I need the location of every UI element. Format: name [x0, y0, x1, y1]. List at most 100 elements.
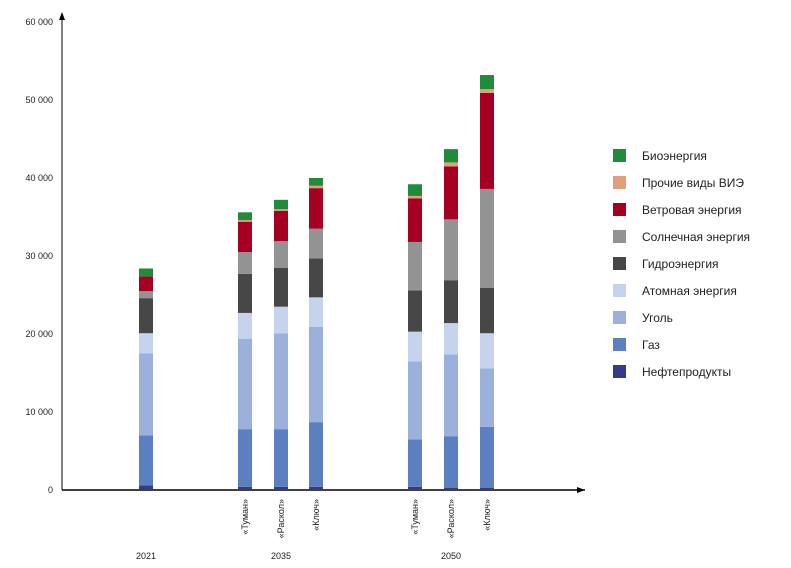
bar-segment-Газ — [238, 429, 252, 487]
bar-segment-Уголь — [238, 338, 252, 430]
bar-segment-Атомная энергия — [274, 306, 288, 334]
bar-segment-Газ — [274, 429, 288, 487]
bar-segment-Ветровая энергия — [408, 198, 422, 242]
bar-segment-Атомная энергия — [480, 333, 494, 369]
bar-segment-Прочие виды ВИЭ — [309, 185, 323, 189]
y-tick-label: 0 — [48, 485, 53, 495]
legend-label: Атомная энергия — [642, 283, 737, 298]
legend-label: Газ — [642, 337, 660, 352]
legend-item: Гидроэнергия — [613, 250, 750, 277]
legend-label: Солнечная энергия — [642, 229, 751, 244]
legend-swatch — [613, 284, 626, 297]
legend-swatch — [613, 365, 626, 378]
legend-swatch — [613, 230, 626, 243]
bar-segment-Ветровая энергия — [444, 166, 458, 220]
y-axis-arrow-icon — [59, 12, 65, 20]
bar-segment-Уголь — [309, 326, 323, 423]
legend-item: Ветровая энергия — [613, 196, 750, 223]
bar-segment-Ветровая энергия — [238, 221, 252, 253]
x-axis-arrow-icon — [577, 487, 585, 493]
bar-segment-Солнечная энергия — [309, 228, 323, 259]
legend-item: Нефтепродукты — [613, 358, 750, 385]
legend-label: Биоэнергия — [642, 148, 707, 163]
bar-segment-Ветровая энергия — [139, 276, 153, 292]
y-tick-label: 30 000 — [25, 251, 53, 261]
y-tick-label: 60 000 — [25, 17, 53, 27]
bar-segment-Биоэнергия — [309, 178, 323, 186]
legend-swatch — [613, 176, 626, 189]
bar-segment-Солнечная энергия — [238, 252, 252, 274]
bar-segment-Ветровая энергия — [480, 92, 494, 189]
bar-segment-Прочие виды ВИЭ — [444, 162, 458, 167]
legend-item: Солнечная энергия — [613, 223, 750, 250]
bar-segment-Уголь — [274, 333, 288, 430]
year-label: 2035 — [271, 551, 291, 561]
y-tick-label: 10 000 — [25, 407, 53, 417]
legend-label: Прочие виды ВИЭ — [642, 175, 744, 190]
bar-segment-Атомная энергия — [444, 323, 458, 355]
bar-segment-Биоэнергия — [274, 199, 288, 210]
bar-segment-Нефтепродукты — [139, 485, 153, 490]
legend-item: Газ — [613, 331, 750, 358]
bar-segment-Нефтепродукты — [274, 486, 288, 490]
legend-item: Биоэнергия — [613, 142, 750, 169]
bar-segment-Атомная энергия — [139, 333, 153, 354]
scenario-label: «Ключ» — [482, 499, 492, 531]
legend-item: Уголь — [613, 304, 750, 331]
bar-segment-Нефтепродукты — [444, 487, 458, 490]
bar-segment-Гидроэнергия — [408, 290, 422, 332]
bar-segment-Прочие виды ВИЭ — [480, 89, 494, 93]
bar-segment-Газ — [480, 426, 494, 488]
bar-segment-Биоэнергия — [238, 212, 252, 221]
bar-segment-Ветровая энергия — [309, 188, 323, 229]
bar-segment-Гидроэнергия — [139, 298, 153, 334]
bar-segment-Атомная энергия — [408, 331, 422, 362]
bar-segment-Гидроэнергия — [309, 258, 323, 298]
bar-segment-Нефтепродукты — [238, 486, 252, 490]
bar-segment-Уголь — [444, 354, 458, 437]
legend-swatch — [613, 149, 626, 162]
bar-segment-Биоэнергия — [408, 184, 422, 196]
bar-segment-Гидроэнергия — [238, 273, 252, 313]
bar-segment-Нефтепродукты — [309, 486, 323, 490]
bar-segment-Ветровая энергия — [274, 210, 288, 242]
legend-swatch — [613, 257, 626, 270]
bar-segment-Прочие виды ВИЭ — [238, 220, 252, 222]
bar-segment-Прочие виды ВИЭ — [274, 209, 288, 211]
legend-item: Прочие виды ВИЭ — [613, 169, 750, 196]
legend-label: Гидроэнергия — [642, 256, 719, 271]
scenario-label: «Раскол» — [276, 499, 286, 538]
legend-swatch — [613, 338, 626, 351]
bar-segment-Гидроэнергия — [480, 287, 494, 334]
bar-segment-Газ — [408, 439, 422, 487]
scenario-label: «Туман» — [240, 499, 250, 535]
bar-segment-Биоэнергия — [139, 268, 153, 277]
legend-swatch — [613, 203, 626, 216]
bar-segment-Гидроэнергия — [444, 280, 458, 324]
legend-label: Уголь — [642, 310, 673, 325]
year-label: 2021 — [136, 551, 156, 561]
bar-segment-Солнечная энергия — [480, 188, 494, 288]
bar-segment-Солнечная энергия — [274, 241, 288, 268]
y-tick-label: 50 000 — [25, 95, 53, 105]
year-label: 2050 — [441, 551, 461, 561]
y-tick-label: 40 000 — [25, 173, 53, 183]
bar-segment-Биоэнергия — [444, 149, 458, 163]
legend: Биоэнергия Прочие виды ВИЭ Ветровая энерги… — [613, 142, 750, 385]
bar-segment-Биоэнергия — [480, 75, 494, 90]
legend-label: Ветровая энергия — [642, 202, 742, 217]
bar-segment-Прочие виды ВИЭ — [408, 195, 422, 199]
bar-segment-Гидроэнергия — [274, 267, 288, 307]
scenario-label: «Туман» — [410, 499, 420, 535]
bar-segment-Нефтепродукты — [408, 486, 422, 490]
bar-segment-Газ — [444, 436, 458, 488]
bar-segment-Газ — [309, 422, 323, 487]
bar-segment-Газ — [139, 435, 153, 486]
bar-segment-Атомная энергия — [238, 312, 252, 339]
scenario-label: «Раскол» — [446, 499, 456, 538]
bar-segment-Уголь — [408, 361, 422, 440]
bar-segment-Уголь — [139, 353, 153, 436]
legend-swatch — [613, 311, 626, 324]
bar-segment-Солнечная энергия — [139, 291, 153, 299]
